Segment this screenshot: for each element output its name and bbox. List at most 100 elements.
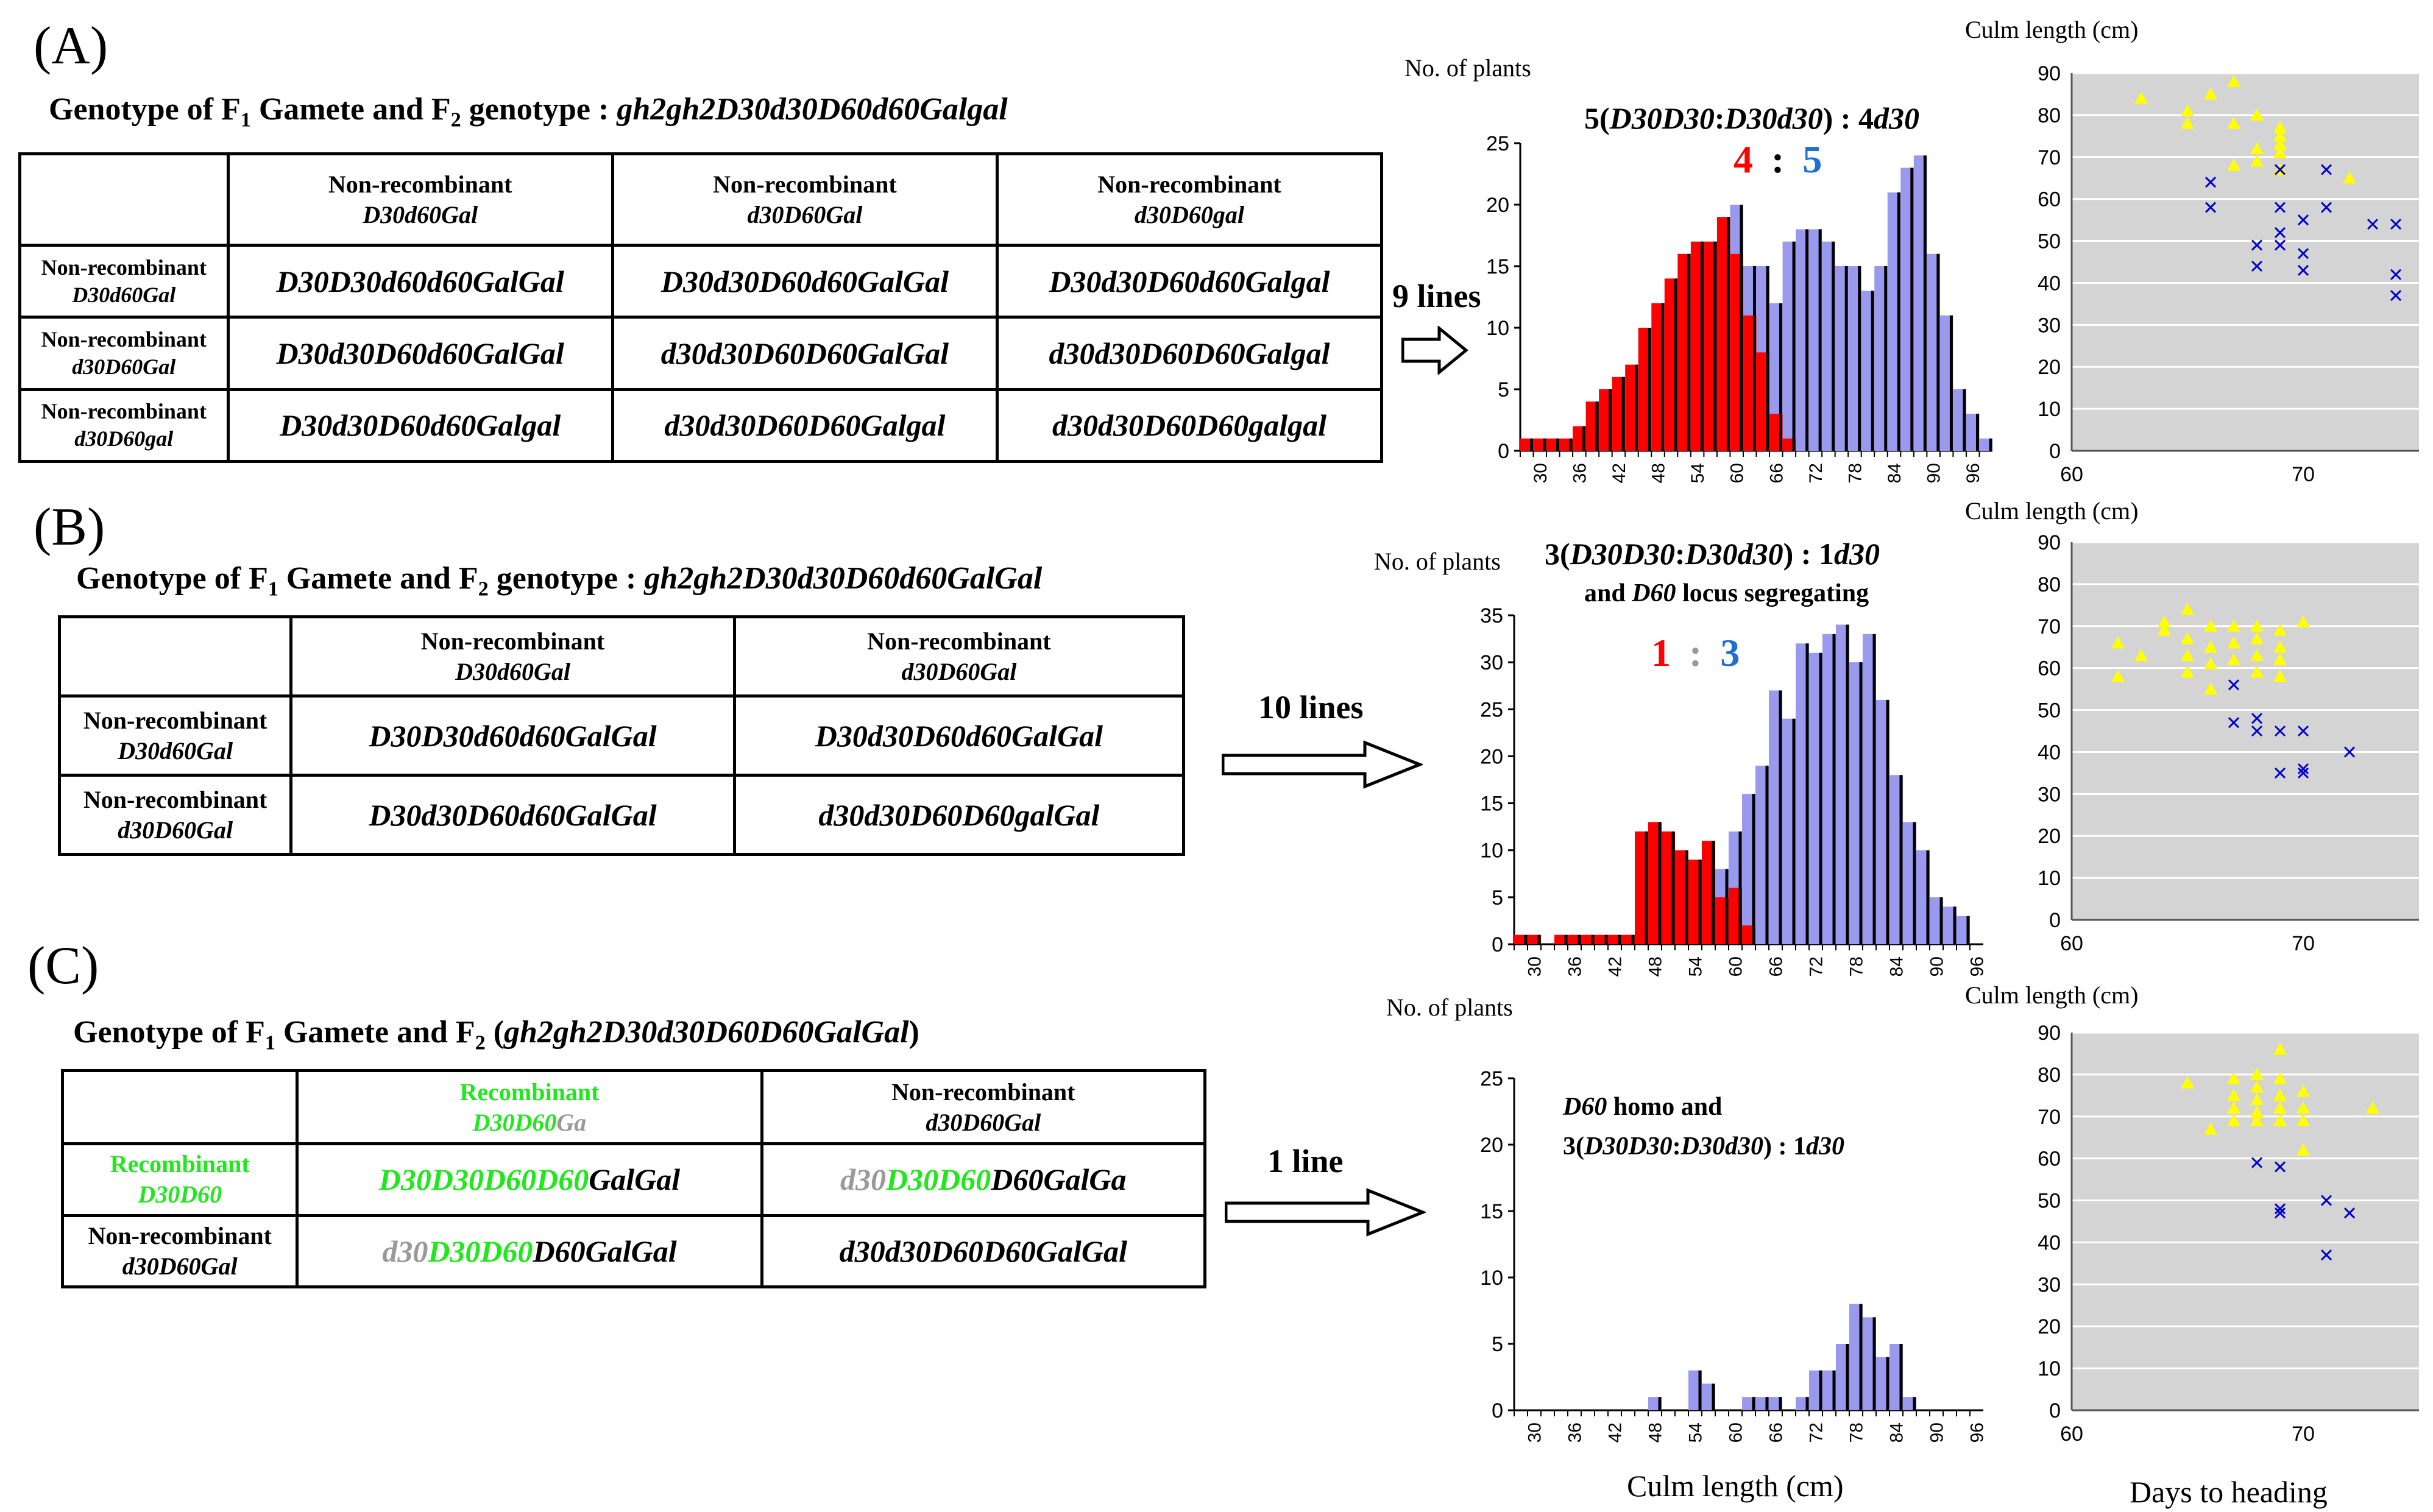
x-tick-label: 36	[1570, 463, 1590, 483]
cross-point	[2297, 264, 2309, 276]
scatter-c-ylabel: Culm length (cm)	[1965, 981, 2139, 1009]
cross-point	[2297, 248, 2309, 260]
triangle-point	[2273, 1089, 2287, 1101]
y-tick-label: 30	[2038, 1273, 2061, 1296]
y-tick-label: 60	[2038, 1148, 2061, 1171]
cross-point	[2251, 239, 2263, 251]
y-tick-label: 15	[1480, 1200, 1503, 1223]
cell: d30D30D60D60GalGal	[296, 1213, 763, 1288]
scatter-b-ylabel: Culm length (cm)	[1965, 497, 2139, 525]
plot-background	[2072, 73, 2419, 451]
triangle-point	[2250, 649, 2264, 661]
cell: D30d30D60d60Galgal	[226, 387, 614, 464]
y-tick-label: 10	[1480, 1266, 1503, 1290]
y-tick-label: 25	[1480, 698, 1503, 721]
triangle-point	[2273, 1072, 2287, 1084]
panel-a-arrow-label: 9 lines	[1392, 278, 1481, 314]
y-tick-label: 50	[2038, 699, 2061, 722]
triangle-point	[2227, 116, 2240, 129]
triangle-point	[2181, 104, 2194, 116]
y-tick-label: 35	[1480, 604, 1503, 627]
triangle-point	[2273, 669, 2287, 682]
triangle-point	[2227, 74, 2240, 87]
triangle-point	[2273, 121, 2287, 133]
triangle-point	[2181, 602, 2194, 615]
triangle-point	[2227, 619, 2240, 632]
panel-b-table: Non-recombinant D30d60Gal Non-recombinant…	[57, 615, 1186, 856]
x-tick-label: 30	[1531, 463, 1551, 483]
cell: D30d30D60d60GalGal	[611, 243, 999, 319]
cross-point	[2297, 767, 2309, 779]
y-tick-label: 30	[1480, 651, 1503, 674]
panel-a-arrow	[1401, 326, 1468, 375]
triangle-point	[2204, 1122, 2217, 1135]
triangle-point	[2227, 636, 2240, 649]
y-tick-label: 70	[2038, 615, 2061, 638]
ratio-a: 5(D30D30:D30d30) : 4d30	[1584, 101, 1919, 135]
y-tick-label: 50	[2038, 1190, 2061, 1213]
triangle-point	[2181, 1076, 2194, 1089]
triangle-point	[2250, 665, 2264, 678]
cell: D30D30D60D60GalGal	[296, 1142, 763, 1217]
triangle-point	[2111, 669, 2125, 682]
y-tick-label: 90	[2038, 1022, 2061, 1045]
x-tick-label: 84	[1887, 1422, 1907, 1443]
y-tick-label: 80	[2038, 104, 2061, 127]
cross-point	[2390, 290, 2402, 302]
y-tick-label: 0	[1498, 440, 1509, 463]
x-tick-label: 54	[1686, 956, 1706, 977]
hist-a-ylabel: No. of plants	[1404, 54, 1531, 82]
y-tick-label: 60	[2038, 188, 2061, 211]
triangle-point	[2250, 619, 2264, 632]
panel-b-label: (B)	[34, 498, 105, 557]
x-tick-label: 48	[1646, 1422, 1666, 1443]
y-tick-label: 40	[2038, 1231, 2061, 1254]
triangle-point	[2366, 1101, 2379, 1114]
y-tick-label: 30	[2038, 314, 2061, 337]
cross-point	[2251, 1157, 2263, 1168]
triangle-point	[2250, 632, 2264, 645]
triangle-point	[2158, 615, 2171, 627]
cross-point	[2251, 725, 2263, 737]
triangle-point	[2204, 640, 2217, 653]
cross-point	[2274, 1203, 2286, 1215]
cross-point	[2343, 1207, 2356, 1219]
triangle-point	[2297, 1101, 2310, 1114]
histogram-b: 0 5 10 15 20 25 30 35 30 36 42 48 54 60 66 72 78 84 90 96	[1480, 604, 1988, 977]
cell: D30d30D60d60Galgal	[996, 243, 1383, 319]
triangle-point	[2204, 682, 2217, 695]
cell: D30d30D60d60GalGal	[226, 316, 614, 391]
y-tick-label: 5	[1498, 378, 1509, 401]
x-tick-label: 30	[1525, 1422, 1545, 1443]
triangle-point	[2273, 640, 2287, 653]
triangle-point	[2250, 1105, 2264, 1118]
y-tick-label: 10	[2038, 398, 2061, 421]
x-tick-label: 70	[2292, 463, 2315, 486]
triangle-point	[2227, 1114, 2240, 1126]
cell: d30d30D60D60Galgal	[611, 387, 999, 464]
x-tick-label: 96	[1967, 956, 1988, 977]
triangle-point	[2227, 1101, 2240, 1114]
triangle-point	[2343, 171, 2356, 184]
cross-point	[2274, 239, 2286, 251]
x-tick-label: 72	[1807, 956, 1827, 977]
panel-c-arrow	[1225, 1188, 1426, 1237]
y-tick-label: 0	[1492, 933, 1503, 956]
cell: D30d30D60d60GalGal	[289, 774, 736, 856]
cross-point	[2390, 269, 2402, 280]
y-tick-label: 0	[2049, 440, 2061, 463]
cross-point	[2297, 763, 2309, 775]
x-tick-label: 48	[1649, 463, 1669, 483]
x-tick-label: 60	[1726, 956, 1746, 977]
x-tick-label: 36	[1565, 956, 1585, 977]
cross-point	[2251, 260, 2263, 272]
triangle-point	[2204, 657, 2217, 669]
y-tick-label: 50	[2038, 230, 2061, 253]
y-tick-label: 0	[2049, 1399, 2061, 1422]
x-tick-label: 84	[1885, 463, 1905, 483]
triangle-point	[2273, 1101, 2287, 1114]
y-tick-label: 25	[1486, 132, 1509, 155]
x-tick-label: 48	[1646, 956, 1666, 977]
triangle-point	[2250, 108, 2264, 121]
y-tick-label: 60	[2038, 657, 2061, 680]
